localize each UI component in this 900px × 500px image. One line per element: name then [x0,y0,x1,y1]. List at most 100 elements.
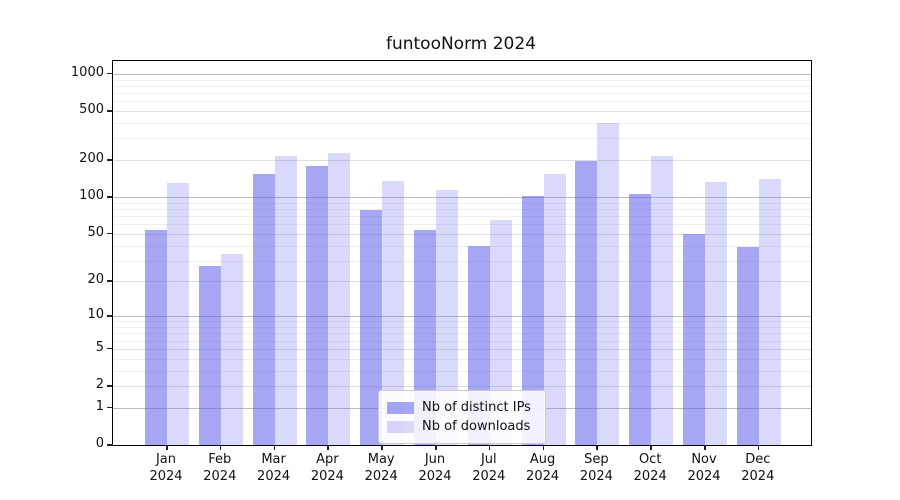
gridline [113,123,811,124]
bar-downloads [705,181,727,445]
legend-label-downloads: Nb of downloads [422,419,531,434]
x-tick-mark [381,445,383,450]
bar-distinct-ips [145,229,167,445]
y-tick-mark [107,159,112,161]
x-tick-mark [704,445,706,450]
x-tick-label: Dec 2024 [741,452,775,484]
x-tick-label: Sep 2024 [579,452,613,484]
chart-title: funtooNorm 2024 [385,34,537,54]
gridline [113,340,811,342]
y-tick-label: 10 [87,307,104,323]
gridline [113,327,811,328]
bar-downloads [543,173,566,445]
x-tick-label: Apr 2024 [310,452,344,484]
gridline [113,321,811,323]
bar-distinct-ips [252,173,275,445]
bar-downloads [758,179,781,445]
gridline [113,216,811,217]
x-tick-label: Feb 2024 [203,452,237,484]
y-tick-label: 100 [79,188,104,204]
gridline [113,260,811,262]
gridline [113,79,811,81]
bar-downloads [651,156,674,445]
y-tick-label: 5 [95,339,104,355]
bar-distinct-ips [306,165,329,445]
bars-layer [113,61,811,445]
y-tick-mark [107,444,112,446]
distinct-ips-swatch-icon [387,401,414,414]
x-tick-mark [273,445,276,450]
gridline [113,224,811,226]
y-tick-mark [107,72,112,75]
y-tick-mark [107,196,112,198]
y-tick-label: 500 [79,102,104,117]
bar-distinct-ips [683,233,705,445]
gridline [113,138,811,140]
x-tick-label: Mar 2024 [257,452,291,484]
gridline [113,348,811,350]
gridline [113,333,811,335]
x-tick-mark [219,445,222,450]
bar-distinct-ips [521,195,544,445]
gridline [113,73,811,75]
gridline [113,358,811,360]
x-tick-label: Jun 2024 [418,452,452,484]
x-tick-mark [327,445,329,450]
gridline [113,316,811,318]
y-tick-label: 20 [87,272,104,288]
downloads-swatch-icon [387,420,414,433]
x-tick-mark [650,445,652,450]
bar-distinct-ips [629,194,652,445]
y-tick-mark [107,385,112,387]
bar-downloads [597,123,620,445]
legend: Nb of distinct IPs Nb of downloads [378,390,546,444]
gridline [113,197,811,199]
x-tick-label: Jul 2024 [472,452,506,484]
y-tick-label: 1 [95,398,104,414]
bar-downloads [436,189,458,445]
x-tick-label: Nov 2024 [687,452,721,484]
gridline [113,386,811,387]
bar-distinct-ips [575,161,598,445]
bar-distinct-ips [198,266,221,445]
y-tick-mark [107,347,112,350]
gridline [113,281,811,283]
y-tick-mark [107,406,112,409]
grid-layer [113,61,811,445]
gridline [113,202,811,204]
gridline [113,93,811,94]
bar-downloads [220,254,243,445]
gridline [113,245,811,247]
y-tick-label: 0 [95,436,104,451]
x-tick-label: May 2024 [364,452,398,484]
gridline [113,85,811,87]
x-tick-mark [435,445,437,450]
x-tick-mark [596,445,598,450]
gridline [113,233,811,235]
x-tick-label: Oct 2024 [633,452,667,484]
legend-item-downloads: Nb of downloads [387,418,535,435]
bar-downloads [489,219,512,445]
legend-label-distinct-ips: Nb of distinct IPs [422,400,531,415]
x-tick-mark [488,445,491,450]
gridline [113,160,811,162]
y-tick-label: 50 [87,224,104,240]
y-tick-label: 2 [95,377,104,392]
plot-area [112,60,812,446]
bar-downloads [274,156,297,445]
y-tick-mark [107,315,112,317]
legend-item-distinct-ips: Nb of distinct IPs [387,399,535,416]
y-tick-mark [107,280,112,282]
y-tick-label: 1000 [70,64,104,80]
bar-downloads [328,152,351,445]
y-tick-mark [107,232,112,235]
gridline [113,370,811,372]
bar-downloads [167,183,189,445]
gridline [113,208,811,210]
x-tick-label: Aug 2024 [526,452,560,484]
x-tick-mark [757,445,760,450]
x-tick-mark [542,445,545,450]
x-tick-mark [166,445,168,450]
bar-distinct-ips [736,246,759,445]
